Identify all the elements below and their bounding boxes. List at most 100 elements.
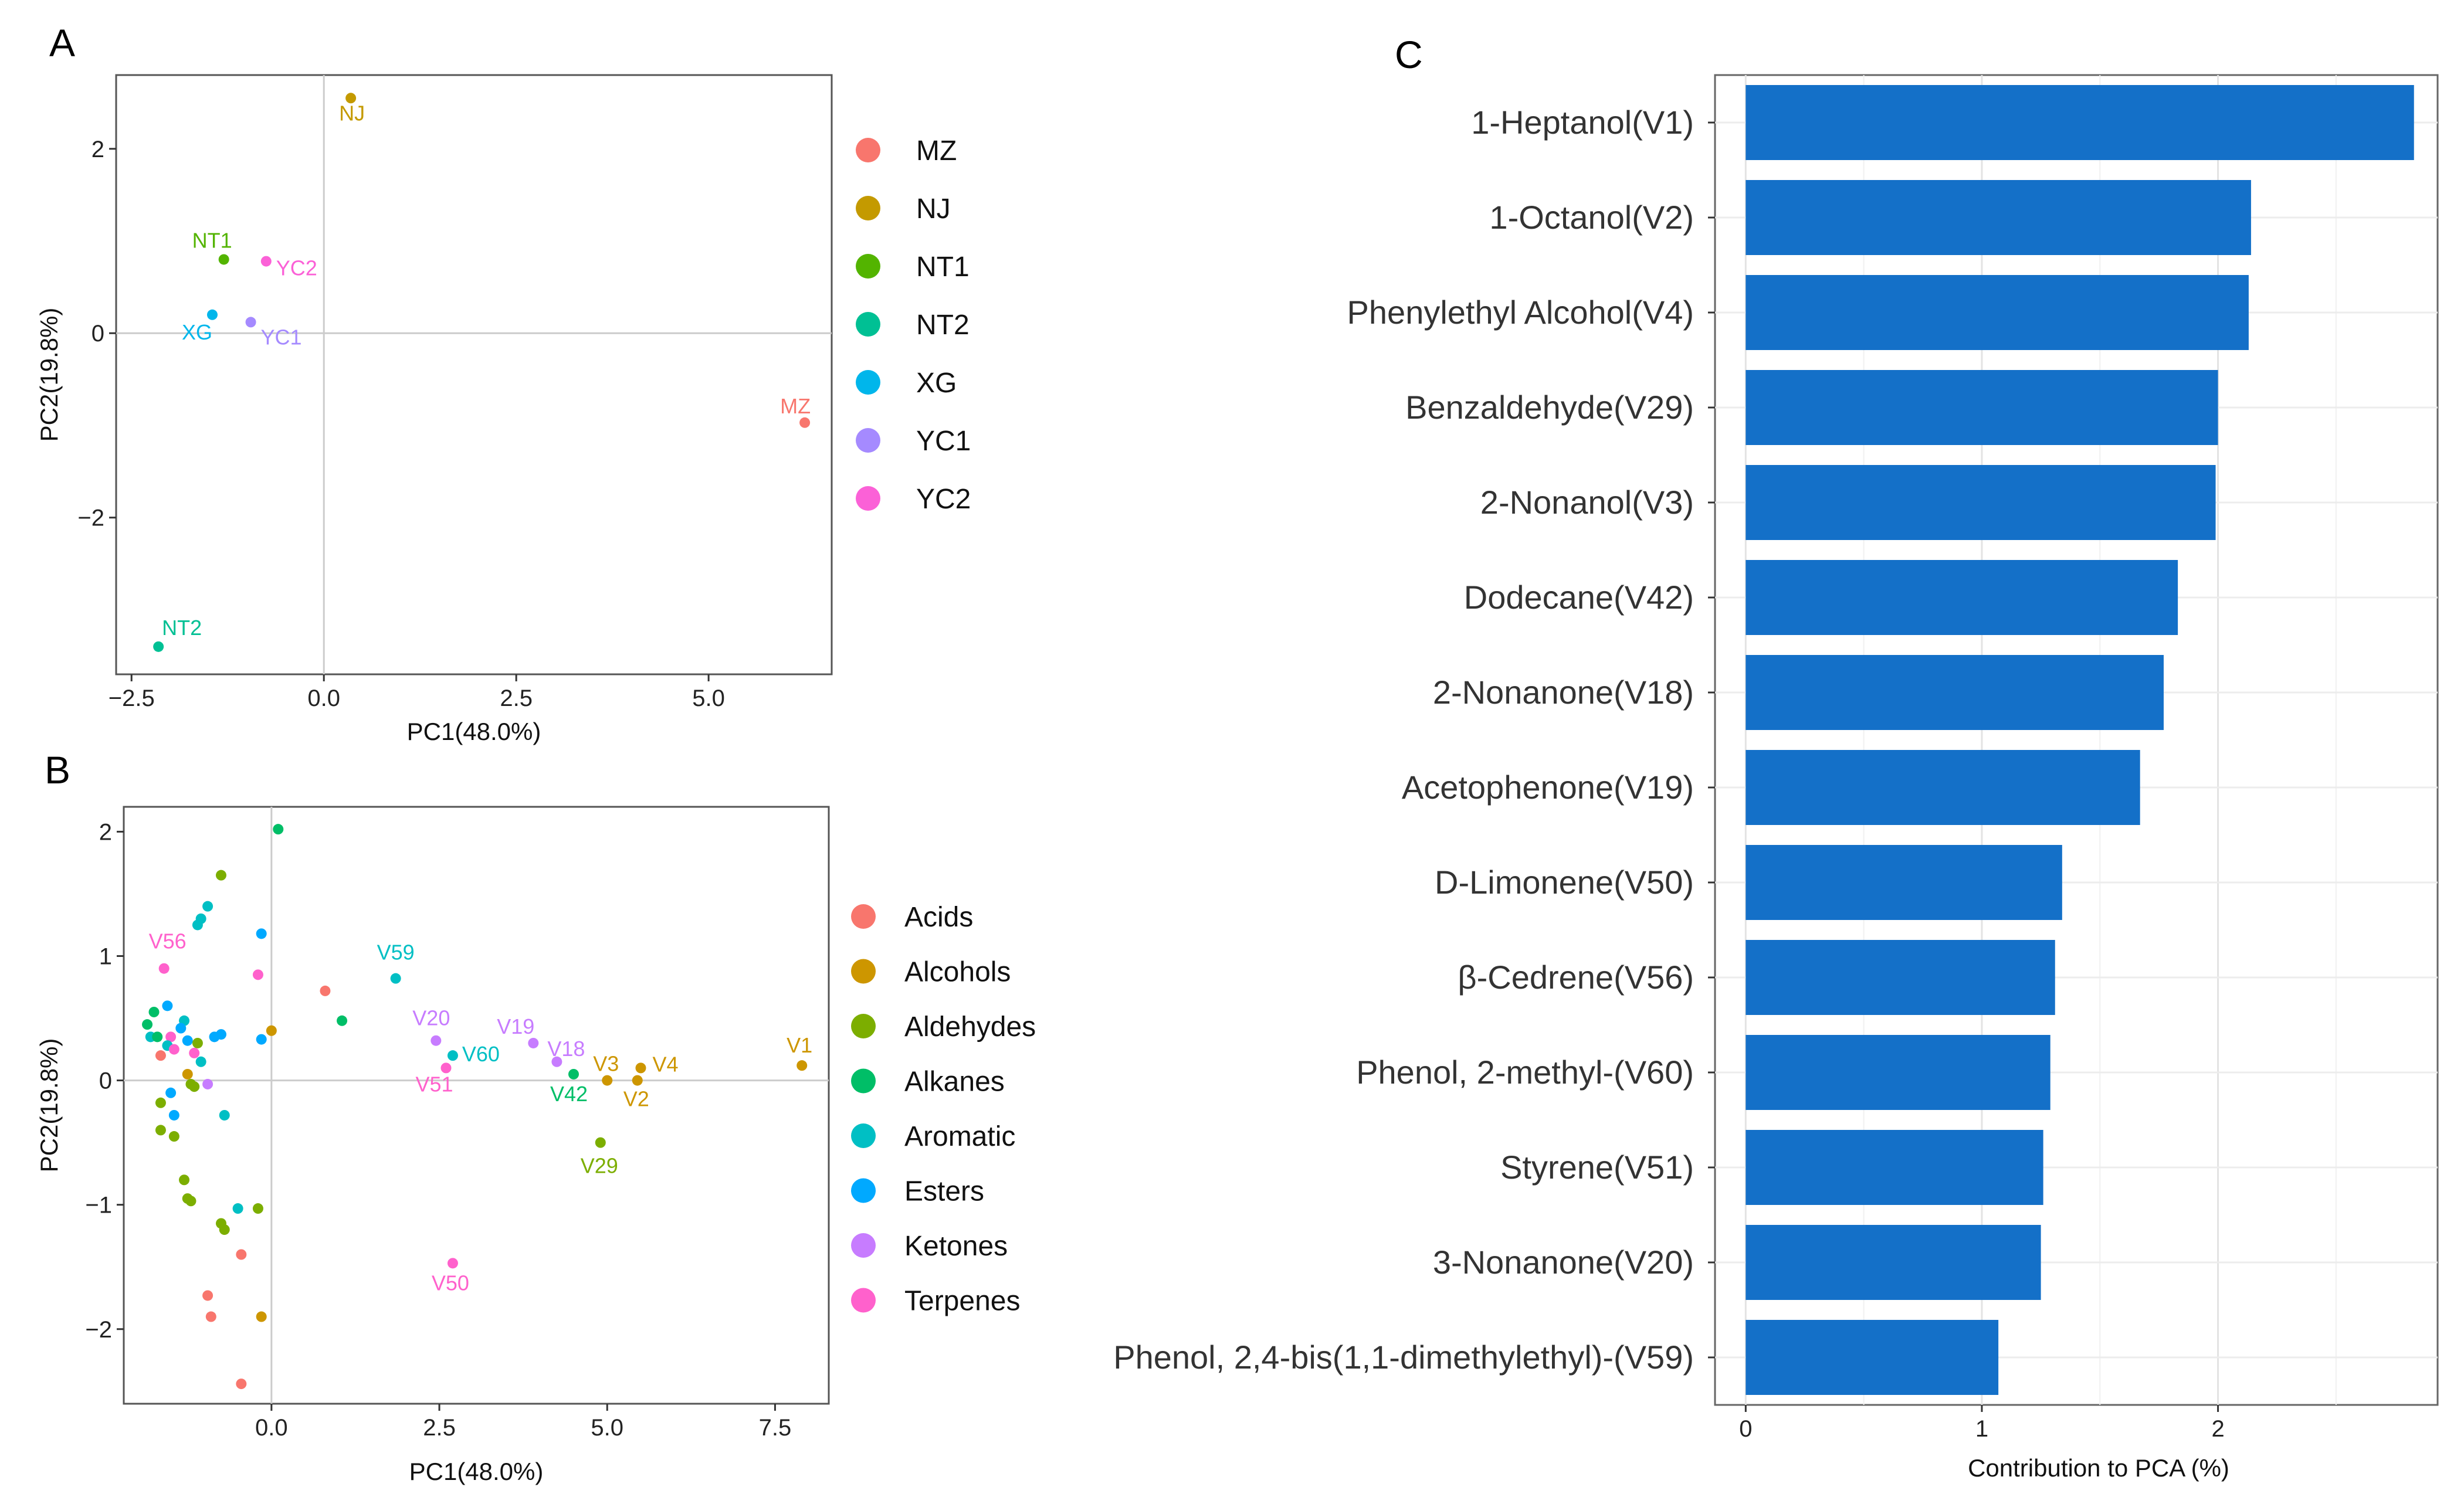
panel-b-x-ticks: 0.0 2.5 5.0 7.5 bbox=[255, 1404, 791, 1441]
panel-b-point bbox=[192, 1037, 203, 1048]
panel-c-x-ticks: 0 1 2 bbox=[1739, 1405, 2225, 1442]
panel-b-point-v29 bbox=[595, 1137, 606, 1148]
panel-c-category-label: Phenol, 2-methyl-(V60) bbox=[1356, 1054, 1694, 1091]
panel-a-legend-label-nj: NJ bbox=[916, 193, 951, 225]
panel-a-y-tick-label: −2 bbox=[77, 505, 104, 531]
panel-a-legend-label-xg: XG bbox=[916, 368, 957, 399]
panel-a-y-tick-label: 0 bbox=[91, 321, 104, 347]
panel-c-x-tick-label: 0 bbox=[1739, 1416, 1752, 1442]
panel-b-legend-key-alcohols bbox=[851, 959, 876, 984]
panel-c-category-label: 3-Nonanone(V20) bbox=[1433, 1244, 1694, 1281]
panel-b-legend-label-ketones: Ketones bbox=[904, 1231, 1008, 1262]
panel-b-point-v59 bbox=[390, 973, 401, 984]
panel-b-point bbox=[320, 985, 331, 996]
panel-b-point-v2 bbox=[632, 1075, 643, 1086]
panel-b-legend-label-aldehydes: Aldehydes bbox=[904, 1011, 1036, 1043]
panel-letter-b: B bbox=[45, 748, 70, 792]
panel-b-point bbox=[168, 1109, 179, 1121]
panel-b-point-label-v2: V2 bbox=[623, 1087, 649, 1111]
panel-b-point bbox=[252, 1203, 263, 1214]
panel-b-legend-label-esters: Esters bbox=[904, 1176, 984, 1207]
panel-a-plot-frame bbox=[115, 74, 833, 675]
panel-b-point-label-v18: V18 bbox=[547, 1037, 585, 1061]
panel-c-contribution-bars: 0 1 2 1-Heptanol(V1) 1-Octanol(V2) Phenyleth… bbox=[1113, 74, 2439, 1482]
panel-b-point-label-v56: V56 bbox=[149, 929, 187, 953]
panel-a-legend-label-mz: MZ bbox=[916, 135, 957, 167]
panel-b-point-v4 bbox=[635, 1062, 646, 1074]
panel-b-point bbox=[273, 824, 284, 835]
panel-c-bar bbox=[1746, 1130, 2043, 1205]
panel-b-zero-lines bbox=[124, 807, 829, 1404]
panel-b-point-v50 bbox=[447, 1258, 458, 1269]
panel-b-point bbox=[155, 1050, 166, 1061]
panel-b-legend: Acids Alcohols Aldehydes Alkanes Aromatic Est… bbox=[851, 902, 1036, 1317]
panel-c-category-label: Acetophenone(V19) bbox=[1402, 769, 1694, 806]
panel-a-x-tick-label: −2.5 bbox=[109, 685, 155, 711]
panel-c-bar bbox=[1746, 1320, 1999, 1395]
panel-a-point-xg bbox=[206, 309, 218, 320]
panel-c-bar bbox=[1746, 275, 2249, 350]
panel-b-legend-key-ketones bbox=[851, 1233, 876, 1258]
panel-b-y-axis-title: PC2(19.8%) bbox=[35, 1038, 63, 1173]
panel-b-point bbox=[337, 1015, 348, 1026]
panel-b-point-v56 bbox=[158, 963, 170, 974]
panel-b-legend-label-alkanes: Alkanes bbox=[904, 1067, 1005, 1098]
panel-b-point bbox=[148, 1006, 160, 1017]
panel-a-point-nt2 bbox=[153, 641, 164, 652]
panel-b-point bbox=[215, 1029, 226, 1040]
panel-a-legend-key-nj bbox=[856, 196, 880, 220]
panel-b-point-label-v20: V20 bbox=[412, 1006, 450, 1030]
panel-b-point bbox=[205, 1311, 216, 1322]
panel-a-legend-label-nt1: NT1 bbox=[916, 252, 970, 283]
panel-b-point-label-v60: V60 bbox=[462, 1042, 500, 1066]
panel-b-point bbox=[232, 1203, 243, 1214]
panel-a-x-ticks: −2.5 0.0 2.5 5.0 bbox=[109, 674, 725, 711]
panel-b-point bbox=[256, 1311, 267, 1322]
panel-b-point bbox=[155, 1125, 166, 1136]
panel-b-point-label-v29: V29 bbox=[581, 1154, 618, 1178]
panel-a-legend-key-yc2 bbox=[856, 486, 880, 511]
panel-b-point bbox=[165, 1031, 177, 1043]
panel-b-point bbox=[202, 1078, 213, 1089]
panel-c-bar bbox=[1746, 750, 2140, 825]
panel-b-point-v51 bbox=[440, 1062, 452, 1074]
panel-b-legend-label-aromatic: Aromatic bbox=[904, 1121, 1015, 1152]
panel-a-point-yc1 bbox=[245, 317, 256, 328]
panel-a-point-nt1 bbox=[218, 254, 229, 265]
panel-b-point-v60 bbox=[447, 1050, 458, 1061]
panel-a-point-yc2 bbox=[260, 256, 272, 267]
panel-a-legend-label-nt2: NT2 bbox=[916, 310, 970, 341]
panel-a-y-axis-title: PC2(19.8%) bbox=[35, 308, 63, 442]
panel-c-category-label: Styrene(V51) bbox=[1500, 1149, 1694, 1186]
panel-a-point-mz bbox=[799, 417, 811, 428]
panel-b-point bbox=[182, 1068, 193, 1079]
panel-b-y-ticks: −2 −1 0 1 2 bbox=[85, 819, 124, 1343]
panel-c-bar bbox=[1746, 85, 2414, 160]
panel-b-legend-key-terpenes bbox=[851, 1288, 876, 1313]
panel-b-plot-frame bbox=[123, 806, 830, 1405]
panel-b-point bbox=[152, 1031, 163, 1043]
panel-c-bar bbox=[1746, 465, 2216, 540]
panel-c-category-label: β-Cedrene(V56) bbox=[1458, 959, 1694, 996]
panel-c-x-tick-label: 2 bbox=[2211, 1416, 2224, 1442]
panel-c-bar bbox=[1746, 180, 2251, 255]
panel-a-legend-key-yc1 bbox=[856, 428, 880, 453]
panel-c-category-label: Phenylethyl Alcohol(V4) bbox=[1347, 294, 1694, 331]
panel-letter-a: A bbox=[49, 21, 75, 64]
panel-b-point bbox=[219, 1224, 230, 1235]
panel-b-point bbox=[256, 928, 267, 939]
panel-b-legend-key-alkanes bbox=[851, 1068, 876, 1094]
panel-b-point-label-v42: V42 bbox=[550, 1082, 588, 1106]
panel-b-point-label-v4: V4 bbox=[652, 1052, 678, 1076]
panel-b-y-tick-label: 1 bbox=[99, 944, 112, 970]
panel-c-bar bbox=[1746, 1225, 2041, 1300]
panel-c-category-label: 2-Nonanol(V3) bbox=[1480, 484, 1694, 521]
panel-b-x-tick-label: 7.5 bbox=[759, 1415, 792, 1441]
panel-c-plot-frame bbox=[1714, 74, 2439, 1406]
panel-b-point-label-v50: V50 bbox=[432, 1271, 469, 1295]
panel-b-point bbox=[219, 1109, 230, 1121]
panel-b-point-label-v51: V51 bbox=[415, 1072, 453, 1096]
panel-a-point-label-yc2: YC2 bbox=[276, 256, 317, 280]
panel-c-category-label: Phenol, 2,4-bis(1,1-dimethylethyl)-(V59) bbox=[1113, 1339, 1694, 1376]
panel-a-point-label-yc1: YC1 bbox=[261, 325, 302, 349]
